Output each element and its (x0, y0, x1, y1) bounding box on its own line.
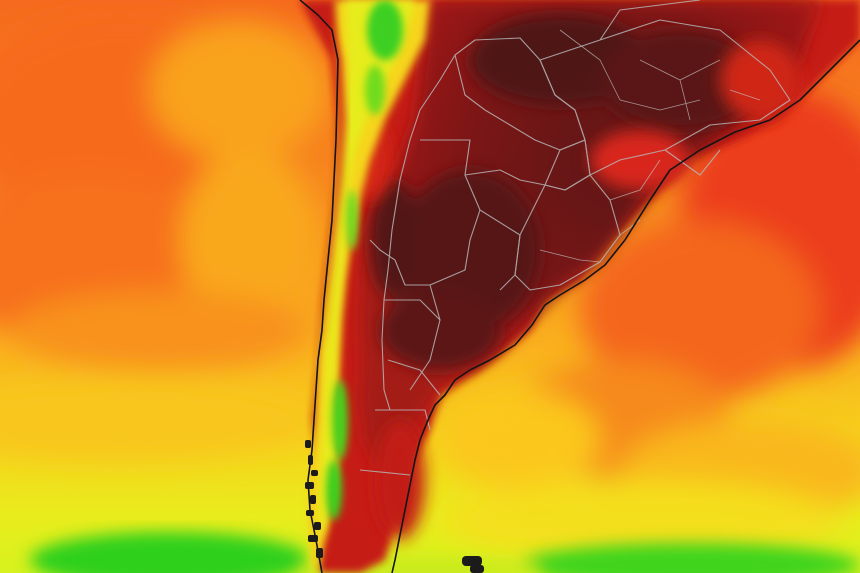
country-borders (359, 0, 791, 476)
southern-cold-band (30, 532, 860, 573)
chile-coast-heat (324, 20, 346, 350)
chile-islands (305, 440, 484, 573)
continent-heat (300, 0, 860, 573)
pacific-warm-zones (0, 10, 330, 460)
coastline (299, 0, 860, 573)
state-borders (539, 29, 761, 263)
atlantic-warm-zones (440, 90, 860, 560)
